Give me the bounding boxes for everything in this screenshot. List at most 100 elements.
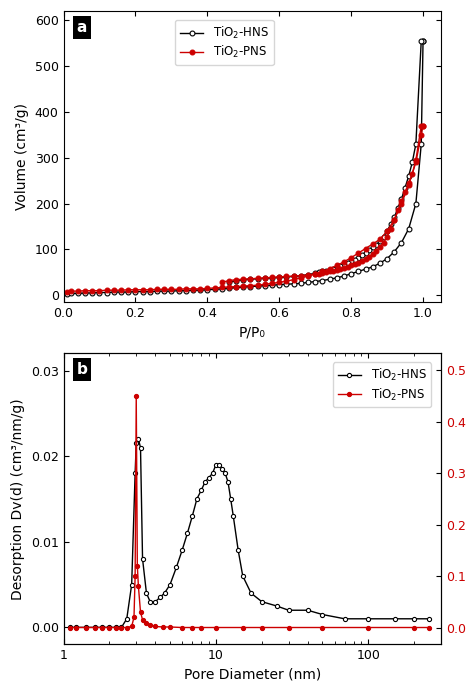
TiO$_2$-PNS: [113, 623, 119, 631]
TiO$_2$-HNS: [124, 615, 129, 623]
TiO$_2$-HNS: [228, 495, 233, 503]
TiO$_2$-HNS: [410, 615, 416, 623]
Line: TiO$_2$-HNS: TiO$_2$-HNS: [65, 39, 425, 297]
TiO$_2$-HNS: [72, 623, 78, 631]
TiO$_2$-HNS: [135, 435, 141, 444]
TiO$_2$-HNS: [206, 473, 211, 482]
TiO$_2$-HNS: [167, 581, 172, 589]
Line: TiO$_2$-HNS: TiO$_2$-HNS: [68, 437, 430, 629]
TiO$_2$-HNS: [298, 279, 303, 288]
TiO$_2$-HNS: [83, 623, 89, 631]
TiO$_2$-HNS: [273, 602, 279, 610]
TiO$_2$-PNS: [89, 286, 95, 295]
TiO$_2$-HNS: [248, 589, 253, 597]
TiO$_2$-PNS: [283, 277, 288, 286]
TiO$_2$-HNS: [157, 593, 163, 602]
TiO$_2$-PNS: [425, 623, 431, 631]
Text: a: a: [77, 20, 87, 35]
TiO$_2$-PNS: [233, 283, 238, 291]
TiO$_2$-PNS: [167, 623, 172, 631]
TiO$_2$-HNS: [147, 597, 153, 606]
TiO$_2$-HNS: [398, 238, 404, 247]
TiO$_2$-HNS: [213, 461, 218, 469]
TiO$_2$-HNS: [106, 623, 112, 631]
TiO$_2$-HNS: [161, 589, 167, 597]
X-axis label: P/P₀: P/P₀: [238, 326, 265, 340]
TiO$_2$-HNS: [341, 615, 347, 623]
TiO$_2$-HNS: [391, 615, 397, 623]
TiO$_2$-PNS: [147, 622, 153, 630]
TiO$_2$-HNS: [304, 606, 310, 615]
TiO$_2$-HNS: [319, 611, 325, 619]
TiO$_2$-PNS: [124, 623, 129, 631]
TiO$_2$-HNS: [133, 439, 139, 448]
TiO$_2$-HNS: [235, 546, 240, 554]
TiO$_2$-PNS: [410, 623, 416, 631]
TiO$_2$-HNS: [239, 572, 245, 580]
TiO$_2$-PNS: [419, 121, 425, 130]
Y-axis label: Desorption Dv(d) (cm³/nm/g): Desorption Dv(d) (cm³/nm/g): [11, 398, 25, 599]
TiO$_2$-HNS: [190, 286, 196, 295]
TiO$_2$-HNS: [283, 280, 288, 288]
TiO$_2$-HNS: [216, 461, 221, 469]
Legend: TiO$_2$-HNS, TiO$_2$-PNS: TiO$_2$-HNS, TiO$_2$-PNS: [332, 362, 430, 407]
TiO$_2$-HNS: [119, 623, 124, 631]
TiO$_2$-PNS: [239, 623, 245, 631]
TiO$_2$-HNS: [89, 289, 95, 297]
TiO$_2$-PNS: [133, 392, 139, 401]
TiO$_2$-HNS: [219, 465, 225, 473]
TiO$_2$-PNS: [285, 623, 291, 631]
TiO$_2$-PNS: [189, 623, 195, 631]
TiO$_2$-PNS: [298, 274, 303, 282]
TiO$_2$-HNS: [209, 469, 215, 477]
TiO$_2$-HNS: [129, 581, 134, 589]
TiO$_2$-PNS: [67, 623, 72, 631]
TiO$_2$-HNS: [419, 37, 425, 45]
TiO$_2$-PNS: [134, 561, 140, 570]
TiO$_2$-PNS: [139, 615, 145, 624]
TiO$_2$-HNS: [222, 469, 228, 477]
TiO$_2$-PNS: [99, 623, 105, 631]
Legend: TiO$_2$-HNS, TiO$_2$-PNS: TiO$_2$-HNS, TiO$_2$-PNS: [175, 20, 273, 65]
TiO$_2$-PNS: [132, 572, 138, 580]
TiO$_2$-HNS: [365, 615, 370, 623]
TiO$_2$-PNS: [179, 623, 185, 631]
TiO$_2$-HNS: [152, 597, 158, 606]
TiO$_2$-PNS: [160, 623, 166, 631]
TiO$_2$-HNS: [233, 283, 238, 292]
Text: b: b: [77, 362, 88, 377]
TiO$_2$-PNS: [398, 200, 404, 208]
TiO$_2$-PNS: [198, 623, 204, 631]
TiO$_2$-PNS: [213, 623, 218, 631]
Line: TiO$_2$-PNS: TiO$_2$-PNS: [65, 123, 425, 294]
TiO$_2$-HNS: [67, 623, 72, 631]
TiO$_2$-HNS: [132, 469, 138, 477]
TiO$_2$-HNS: [184, 529, 190, 537]
TiO$_2$-HNS: [189, 512, 195, 520]
TiO$_2$-HNS: [258, 597, 264, 606]
TiO$_2$-HNS: [202, 477, 208, 486]
TiO$_2$-PNS: [138, 608, 143, 616]
TiO$_2$-HNS: [143, 589, 149, 597]
X-axis label: Pore Diameter (nm): Pore Diameter (nm): [183, 668, 320, 682]
Y-axis label: Volume (cm³/g): Volume (cm³/g): [15, 103, 29, 210]
TiO$_2$-HNS: [225, 477, 230, 486]
TiO$_2$-PNS: [119, 623, 124, 631]
TiO$_2$-HNS: [425, 615, 431, 623]
TiO$_2$-PNS: [135, 582, 141, 590]
TiO$_2$-HNS: [285, 606, 291, 615]
TiO$_2$-PNS: [365, 623, 370, 631]
TiO$_2$-PNS: [319, 623, 325, 631]
TiO$_2$-HNS: [138, 444, 143, 452]
TiO$_2$-HNS: [173, 563, 179, 572]
TiO$_2$-HNS: [139, 554, 145, 563]
TiO$_2$-PNS: [106, 623, 112, 631]
TiO$_2$-HNS: [91, 623, 97, 631]
TiO$_2$-PNS: [129, 622, 134, 631]
TiO$_2$-PNS: [131, 613, 137, 622]
TiO$_2$-PNS: [83, 623, 89, 631]
TiO$_2$-HNS: [179, 546, 185, 554]
TiO$_2$-PNS: [72, 623, 78, 631]
TiO$_2$-HNS: [64, 290, 70, 298]
TiO$_2$-PNS: [64, 288, 70, 296]
